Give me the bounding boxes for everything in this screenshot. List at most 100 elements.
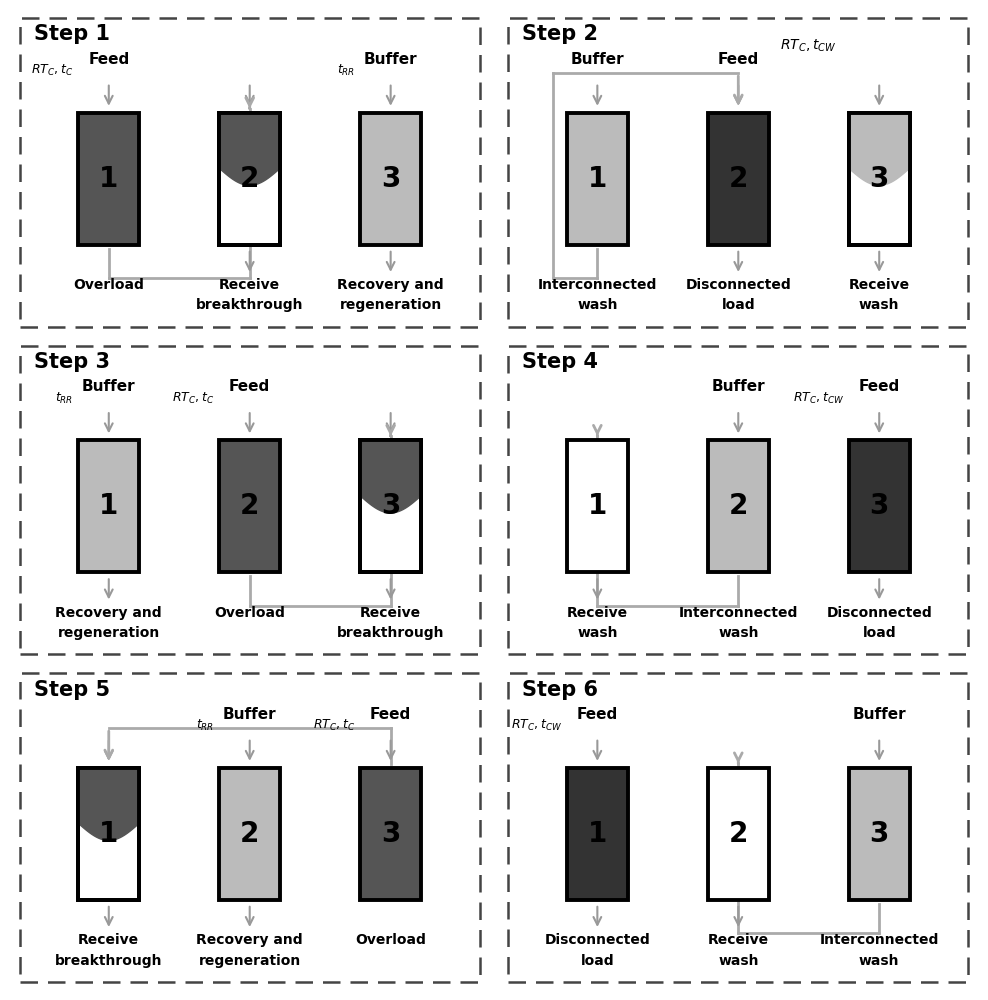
Text: 1: 1 bbox=[99, 820, 119, 848]
Text: 1: 1 bbox=[99, 165, 119, 193]
Text: Receive: Receive bbox=[360, 606, 421, 620]
Polygon shape bbox=[219, 113, 281, 185]
Text: Feed: Feed bbox=[717, 52, 759, 67]
Text: Feed: Feed bbox=[88, 52, 129, 67]
Bar bbox=[78, 768, 139, 900]
Text: Overload: Overload bbox=[73, 278, 144, 292]
Bar bbox=[707, 113, 769, 245]
Text: Buffer: Buffer bbox=[570, 52, 624, 67]
Text: Interconnected: Interconnected bbox=[537, 278, 657, 292]
Text: wash: wash bbox=[718, 954, 759, 968]
Bar bbox=[849, 113, 910, 245]
Text: Recovery and: Recovery and bbox=[337, 278, 444, 292]
Text: Disconnected: Disconnected bbox=[544, 933, 650, 947]
Text: wash: wash bbox=[577, 298, 618, 312]
Text: load: load bbox=[721, 298, 755, 312]
Text: $t_{RR}$: $t_{RR}$ bbox=[197, 718, 214, 733]
Text: Buffer: Buffer bbox=[364, 52, 418, 67]
Text: $RT_C, t_C$: $RT_C, t_C$ bbox=[313, 718, 356, 733]
Text: $RT_C, t_C$: $RT_C, t_C$ bbox=[32, 63, 73, 78]
Text: Feed: Feed bbox=[577, 707, 618, 722]
Text: Feed: Feed bbox=[859, 379, 900, 394]
Text: wash: wash bbox=[859, 954, 899, 968]
Text: breakthrough: breakthrough bbox=[196, 298, 303, 312]
Text: $RT_C, t_{CW}$: $RT_C, t_{CW}$ bbox=[511, 718, 562, 733]
Text: 3: 3 bbox=[381, 165, 400, 193]
Text: 2: 2 bbox=[728, 165, 748, 193]
Text: Receive: Receive bbox=[219, 278, 281, 292]
Text: Step 5: Step 5 bbox=[34, 680, 110, 700]
Text: 2: 2 bbox=[240, 820, 260, 848]
Bar bbox=[360, 440, 421, 572]
Text: Recovery and: Recovery and bbox=[197, 933, 303, 947]
Text: Disconnected: Disconnected bbox=[826, 606, 932, 620]
Text: Receive: Receive bbox=[78, 933, 139, 947]
Text: Buffer: Buffer bbox=[711, 379, 765, 394]
Text: 2: 2 bbox=[240, 165, 260, 193]
Text: Step 6: Step 6 bbox=[523, 680, 598, 700]
Bar bbox=[78, 768, 139, 900]
Text: wash: wash bbox=[718, 626, 759, 640]
Text: breakthrough: breakthrough bbox=[55, 954, 163, 968]
Text: Overload: Overload bbox=[356, 933, 426, 947]
Text: Recovery and: Recovery and bbox=[55, 606, 162, 620]
Text: regeneration: regeneration bbox=[199, 954, 300, 968]
Text: 2: 2 bbox=[240, 492, 260, 520]
Polygon shape bbox=[360, 440, 421, 513]
Text: regeneration: regeneration bbox=[57, 626, 160, 640]
Bar bbox=[78, 440, 139, 572]
Text: wash: wash bbox=[577, 626, 618, 640]
Bar bbox=[849, 440, 910, 572]
Text: 2: 2 bbox=[728, 492, 748, 520]
Text: Feed: Feed bbox=[370, 707, 411, 722]
Bar bbox=[707, 768, 769, 900]
Text: Step 3: Step 3 bbox=[34, 352, 110, 372]
Text: 1: 1 bbox=[588, 492, 607, 520]
Text: Step 4: Step 4 bbox=[523, 352, 598, 372]
Text: 3: 3 bbox=[869, 820, 889, 848]
Text: breakthrough: breakthrough bbox=[337, 626, 445, 640]
Bar bbox=[360, 113, 421, 245]
Text: Feed: Feed bbox=[229, 379, 271, 394]
Text: 2: 2 bbox=[728, 820, 748, 848]
Bar bbox=[360, 440, 421, 572]
Text: Receive: Receive bbox=[567, 606, 628, 620]
Text: 3: 3 bbox=[381, 820, 400, 848]
Bar bbox=[219, 113, 281, 245]
Bar bbox=[707, 440, 769, 572]
Text: Receive: Receive bbox=[707, 933, 769, 947]
Text: 1: 1 bbox=[588, 165, 607, 193]
Bar bbox=[219, 768, 281, 900]
Polygon shape bbox=[78, 768, 139, 840]
Text: regeneration: regeneration bbox=[340, 298, 442, 312]
Text: Step 1: Step 1 bbox=[34, 24, 110, 44]
Bar bbox=[567, 440, 628, 572]
Text: Disconnected: Disconnected bbox=[686, 278, 791, 292]
Bar bbox=[360, 768, 421, 900]
Text: 1: 1 bbox=[99, 492, 119, 520]
Text: Buffer: Buffer bbox=[82, 379, 135, 394]
Text: Buffer: Buffer bbox=[223, 707, 277, 722]
Text: Buffer: Buffer bbox=[853, 707, 906, 722]
Text: $RT_C, t_{CW}$: $RT_C, t_{CW}$ bbox=[792, 390, 844, 406]
Bar bbox=[849, 768, 910, 900]
Text: $RT_C, t_C$: $RT_C, t_C$ bbox=[172, 390, 214, 406]
Bar bbox=[78, 113, 139, 245]
Text: load: load bbox=[581, 954, 615, 968]
Text: Interconnected: Interconnected bbox=[679, 606, 798, 620]
Text: 3: 3 bbox=[381, 492, 400, 520]
Polygon shape bbox=[849, 113, 910, 185]
Text: Step 2: Step 2 bbox=[523, 24, 598, 44]
Text: Receive: Receive bbox=[849, 278, 910, 292]
Bar bbox=[219, 113, 281, 245]
Text: 3: 3 bbox=[869, 492, 889, 520]
Text: wash: wash bbox=[859, 298, 899, 312]
Text: 3: 3 bbox=[869, 165, 889, 193]
Bar bbox=[219, 440, 281, 572]
Text: Interconnected: Interconnected bbox=[819, 933, 939, 947]
Text: 1: 1 bbox=[588, 820, 607, 848]
Bar bbox=[567, 113, 628, 245]
Text: $t_{RR}$: $t_{RR}$ bbox=[55, 390, 73, 406]
Bar bbox=[849, 113, 910, 245]
Text: Overload: Overload bbox=[214, 606, 286, 620]
